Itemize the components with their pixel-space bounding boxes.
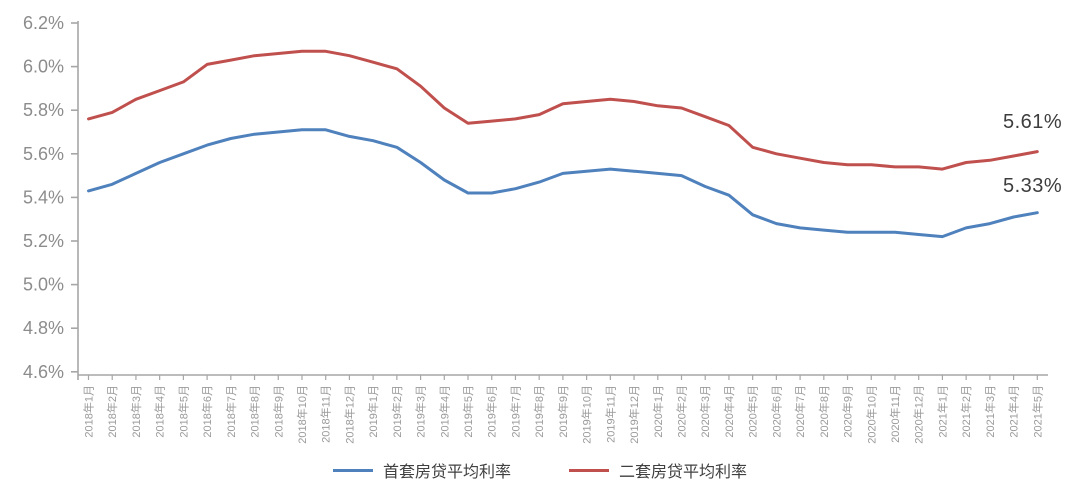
svg-text:2019年2月: 2019年2月 [390, 385, 404, 438]
svg-text:2019年4月: 2019年4月 [437, 385, 451, 438]
svg-text:5.4%: 5.4% [23, 187, 64, 207]
legend: 首套房贷平均利率 二套房贷平均利率 [0, 458, 1080, 482]
svg-text:5.2%: 5.2% [23, 231, 64, 251]
svg-text:2020年10月: 2020年10月 [864, 385, 878, 444]
plot-area: 6.2% 6.0% 5.8% 5.6% 5.4% 5.2% 5.0% 4.8% 4.6% 2018… [23, 13, 1048, 444]
svg-text:2020年6月: 2020年6月 [769, 385, 783, 438]
annotation-second-home-rate: 5.61% [1003, 111, 1063, 133]
svg-text:2019年7月: 2019年7月 [508, 385, 522, 438]
svg-text:2020年3月: 2020年3月 [698, 385, 712, 438]
svg-text:5.0%: 5.0% [23, 275, 64, 295]
legend-label-second-home: 二套房贷平均利率 [619, 464, 748, 481]
legend-line-second-home [569, 468, 609, 472]
svg-text:2018年7月: 2018年7月 [224, 385, 238, 438]
svg-text:2018年1月: 2018年1月 [82, 385, 96, 438]
legend-label-first-home: 首套房贷平均利率 [382, 464, 511, 481]
svg-text:2020年5月: 2020年5月 [746, 385, 760, 438]
svg-text:2018年11月: 2018年11月 [319, 385, 333, 443]
svg-text:2018年12月: 2018年12月 [342, 385, 356, 444]
svg-text:2018年6月: 2018年6月 [200, 385, 214, 438]
svg-text:4.6%: 4.6% [23, 362, 64, 382]
svg-text:2020年2月: 2020年2月 [675, 385, 689, 438]
svg-text:2018年5月: 2018年5月 [176, 385, 190, 438]
legend-line-first-home [332, 468, 373, 472]
svg-text:2019年11月: 2019年11月 [603, 385, 617, 443]
annotation-first-home-rate: 5.33% [1003, 175, 1063, 197]
svg-text:2020年11月: 2020年11月 [888, 385, 902, 443]
svg-text:2018年10月: 2018年10月 [295, 385, 309, 444]
svg-text:2020年4月: 2020年4月 [722, 385, 736, 438]
svg-text:2020年1月: 2020年1月 [651, 385, 665, 438]
svg-text:2020年9月: 2020年9月 [841, 385, 855, 438]
svg-text:2019年8月: 2019年8月 [532, 385, 546, 438]
svg-text:2021年5月: 2021年5月 [1030, 385, 1044, 438]
svg-text:2018年8月: 2018年8月 [248, 385, 262, 438]
svg-text:6.0%: 6.0% [23, 57, 64, 77]
svg-text:5.8%: 5.8% [23, 100, 64, 120]
svg-text:2021年1月: 2021年1月 [935, 385, 949, 438]
svg-text:2020年7月: 2020年7月 [793, 385, 807, 438]
svg-text:2019年1月: 2019年1月 [366, 385, 380, 438]
svg-text:2021年2月: 2021年2月 [959, 385, 973, 438]
svg-text:2021年3月: 2021年3月 [983, 385, 997, 438]
svg-text:2019年12月: 2019年12月 [627, 385, 641, 444]
svg-text:6.2%: 6.2% [23, 13, 64, 33]
svg-text:4.8%: 4.8% [23, 318, 64, 338]
svg-text:2018年4月: 2018年4月 [153, 385, 167, 438]
svg-text:2019年3月: 2019年3月 [414, 385, 428, 438]
svg-text:2019年10月: 2019年10月 [580, 385, 594, 444]
svg-text:2019年5月: 2019年5月 [461, 385, 475, 438]
svg-text:2019年9月: 2019年9月 [556, 385, 570, 438]
svg-text:2019年6月: 2019年6月 [485, 385, 499, 438]
svg-text:2020年12月: 2020年12月 [912, 385, 926, 444]
svg-text:2021年4月: 2021年4月 [1007, 385, 1021, 438]
svg-text:2018年9月: 2018年9月 [271, 385, 285, 438]
svg-text:5.6%: 5.6% [23, 144, 64, 164]
svg-text:2020年8月: 2020年8月 [817, 385, 831, 438]
svg-text:2018年2月: 2018年2月 [105, 385, 119, 438]
svg-text:2018年3月: 2018年3月 [129, 385, 143, 438]
